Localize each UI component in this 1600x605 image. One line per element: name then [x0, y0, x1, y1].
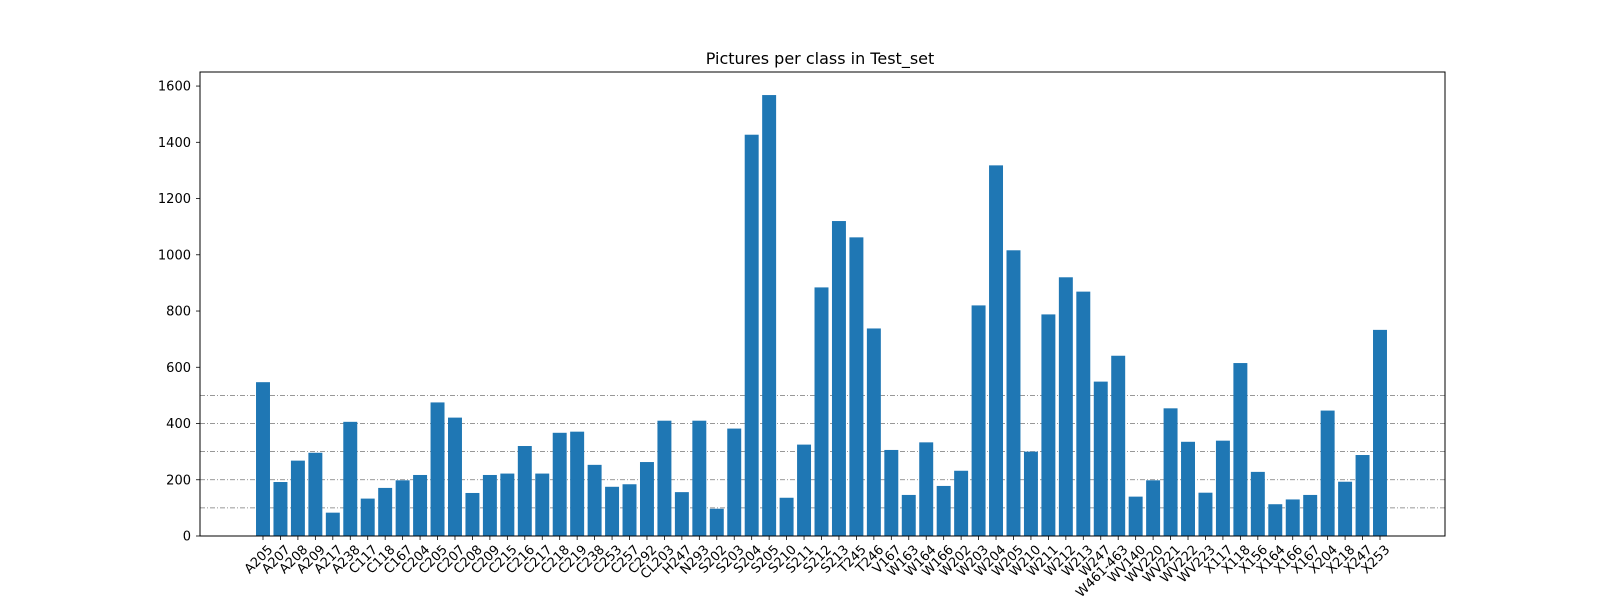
bar-s204	[744, 134, 759, 536]
bar-s212	[814, 287, 829, 536]
bar-c117	[360, 498, 375, 536]
bar-c207	[448, 417, 462, 536]
bar-x117	[1215, 440, 1230, 536]
bar-wv220	[1146, 480, 1161, 536]
bar-s210	[779, 497, 794, 536]
bar-s205	[762, 95, 777, 537]
bar-s203	[727, 428, 742, 536]
bar-x167	[1303, 494, 1318, 536]
bar-x253	[1373, 329, 1387, 536]
bar-s202	[709, 508, 724, 536]
bar-wv221	[1163, 408, 1178, 536]
bar-a209	[308, 452, 323, 536]
y-axis: 0 200 400 600 800 1000 1200 1400 1600	[158, 80, 200, 545]
y-tick-label: 0	[183, 530, 191, 545]
bar-s213	[831, 221, 846, 536]
bar-c217	[535, 473, 550, 536]
chart-title: Pictures per class in Test_set	[706, 49, 935, 69]
bar-w204	[989, 165, 1004, 536]
bar-w212	[1058, 277, 1073, 536]
bar-x118	[1233, 363, 1248, 536]
bar-c205	[430, 402, 445, 536]
bar-c118	[378, 487, 393, 536]
y-tick-label: 1400	[158, 136, 191, 151]
bar-x218	[1338, 481, 1353, 536]
y-tick-label: 1600	[158, 80, 191, 95]
bar-x204	[1320, 410, 1335, 536]
bar-x156	[1250, 471, 1265, 536]
bar-w205	[1006, 250, 1021, 536]
bar-h247	[674, 492, 689, 536]
bar-c209	[482, 474, 497, 536]
bar-w461-463	[1111, 355, 1126, 536]
bar-a205	[256, 382, 270, 536]
bar-wv223	[1198, 492, 1213, 536]
bar-cl203	[657, 420, 672, 536]
bar-s211	[797, 444, 812, 536]
y-tick-label: 1000	[158, 248, 191, 263]
bar-c204	[413, 474, 428, 536]
bar-c218	[552, 432, 567, 536]
bar-c253	[605, 486, 620, 536]
bar-c219	[570, 431, 585, 536]
bar-x164	[1268, 504, 1283, 536]
y-tick-label: 400	[166, 417, 191, 432]
bar-w213	[1076, 291, 1091, 536]
plot-frame	[199, 71, 1446, 537]
bar-c257	[622, 484, 637, 536]
x-axis: A205A207A208A209A217A238C117C118C167C204…	[242, 536, 1393, 601]
bars	[256, 95, 1387, 537]
bar-t246	[866, 328, 881, 536]
bar-w247	[1093, 381, 1108, 536]
bar-w163	[901, 494, 916, 536]
bar-c216	[517, 446, 532, 536]
bar-a238	[343, 421, 358, 536]
bar-w166	[936, 485, 951, 536]
bar-v167	[884, 449, 899, 536]
bar-a207	[273, 482, 288, 536]
bar-x166	[1285, 499, 1300, 536]
y-tick-label: 200	[166, 473, 191, 488]
bar-c215	[500, 473, 515, 536]
bar-wv222	[1181, 441, 1195, 536]
y-tick-label: 1200	[158, 192, 191, 207]
bar-t245	[849, 237, 864, 536]
bar-w164	[919, 442, 934, 536]
bar-w203	[971, 305, 986, 536]
bar-c292	[639, 462, 654, 536]
bar-w210	[1023, 451, 1038, 536]
bar-c208	[465, 492, 480, 536]
bar-a208	[290, 460, 305, 536]
y-tick-label: 600	[166, 361, 191, 376]
bar-w202	[954, 470, 969, 536]
bar-c238	[587, 464, 602, 536]
bar-wv140	[1128, 496, 1143, 536]
bar-w211	[1041, 314, 1056, 536]
bar-x247	[1355, 455, 1370, 536]
bar-a217	[325, 512, 340, 536]
y-tick-label: 800	[166, 305, 191, 320]
bar-c167	[395, 480, 410, 536]
bar-n293	[692, 420, 707, 536]
